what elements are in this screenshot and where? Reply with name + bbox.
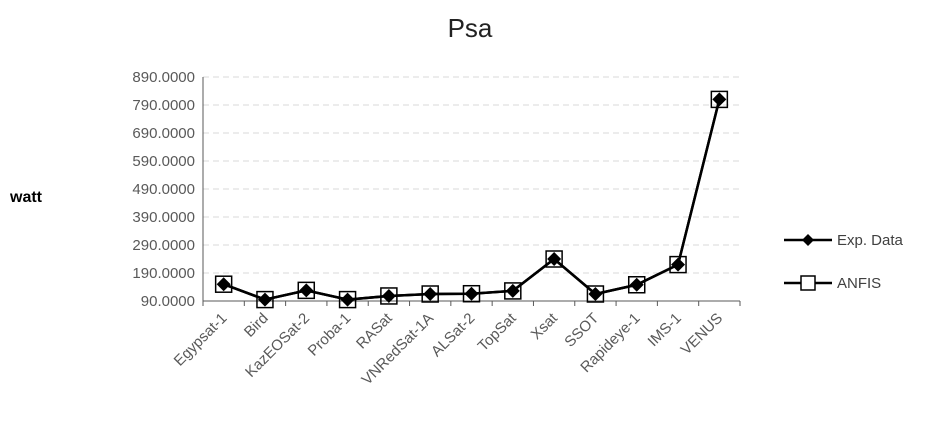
data-point bbox=[216, 277, 231, 292]
y-tick-label: 290.0000 bbox=[132, 237, 195, 254]
series-line-0 bbox=[223, 99, 721, 301]
data-point bbox=[547, 252, 562, 266]
chart-title: Psa bbox=[448, 13, 493, 43]
data-point bbox=[299, 283, 314, 298]
data-point bbox=[257, 292, 272, 307]
x-tick-label: Proba-1 bbox=[305, 310, 355, 360]
data-point bbox=[423, 287, 438, 301]
data-point bbox=[629, 277, 644, 292]
data-point bbox=[505, 283, 520, 298]
x-tick-label: Bird bbox=[241, 310, 272, 341]
y-tick-label: 890.0000 bbox=[132, 69, 195, 86]
data-point bbox=[545, 250, 563, 268]
data-point bbox=[588, 287, 603, 301]
legend-label: ANFIS bbox=[837, 275, 881, 292]
x-tick-label: Egypsat-1 bbox=[171, 310, 231, 370]
y-tick-label: 790.0000 bbox=[132, 97, 195, 114]
series-layer bbox=[214, 90, 729, 309]
data-point bbox=[712, 92, 727, 107]
data-point bbox=[421, 285, 439, 303]
y-tick-label: 490.0000 bbox=[132, 181, 195, 198]
y-tick-label: 390.0000 bbox=[132, 209, 195, 226]
x-tick-label: ALSat-2 bbox=[428, 310, 478, 360]
x-tick-labels: Egypsat-1 BirdKazEOSat-2Proba-1RASatVNRed… bbox=[171, 309, 726, 388]
legend-label: Exp. Data bbox=[837, 232, 904, 249]
y-tick-label: 90.0000 bbox=[141, 293, 195, 310]
data-point bbox=[338, 290, 357, 309]
data-point bbox=[297, 281, 316, 300]
data-point bbox=[380, 287, 398, 305]
data-point bbox=[381, 288, 396, 303]
series-line-1 bbox=[223, 99, 721, 301]
data-point bbox=[627, 276, 646, 294]
x-tick-label: VENUS bbox=[678, 310, 727, 359]
data-point bbox=[462, 284, 481, 303]
y-tick-label: 690.0000 bbox=[132, 125, 195, 142]
x-tick-label: Xsat bbox=[528, 309, 562, 343]
data-point bbox=[586, 285, 605, 303]
data-point bbox=[214, 275, 233, 293]
legend-marker bbox=[802, 234, 814, 246]
data-point bbox=[669, 255, 687, 274]
data-point bbox=[256, 290, 274, 309]
axes bbox=[202, 77, 741, 306]
y-axis-label: watt bbox=[9, 189, 43, 206]
gridlines bbox=[203, 76, 740, 302]
legend-marker bbox=[800, 275, 816, 291]
y-tick-label: 190.0000 bbox=[132, 265, 195, 282]
y-tick-label: 590.0000 bbox=[132, 153, 195, 170]
x-tick-label: TopSat bbox=[475, 309, 521, 355]
y-tick-labels: 890.0000 790.0000 690.0000 590.0000 490.0000… bbox=[132, 69, 195, 310]
data-point bbox=[671, 257, 686, 272]
data-point bbox=[464, 286, 479, 301]
data-point bbox=[340, 292, 355, 307]
x-tick-label: VNRedSat-1A bbox=[358, 310, 437, 389]
legend: Exp. Data ANFIS bbox=[784, 232, 904, 292]
data-point bbox=[710, 90, 729, 109]
data-point bbox=[504, 282, 522, 300]
